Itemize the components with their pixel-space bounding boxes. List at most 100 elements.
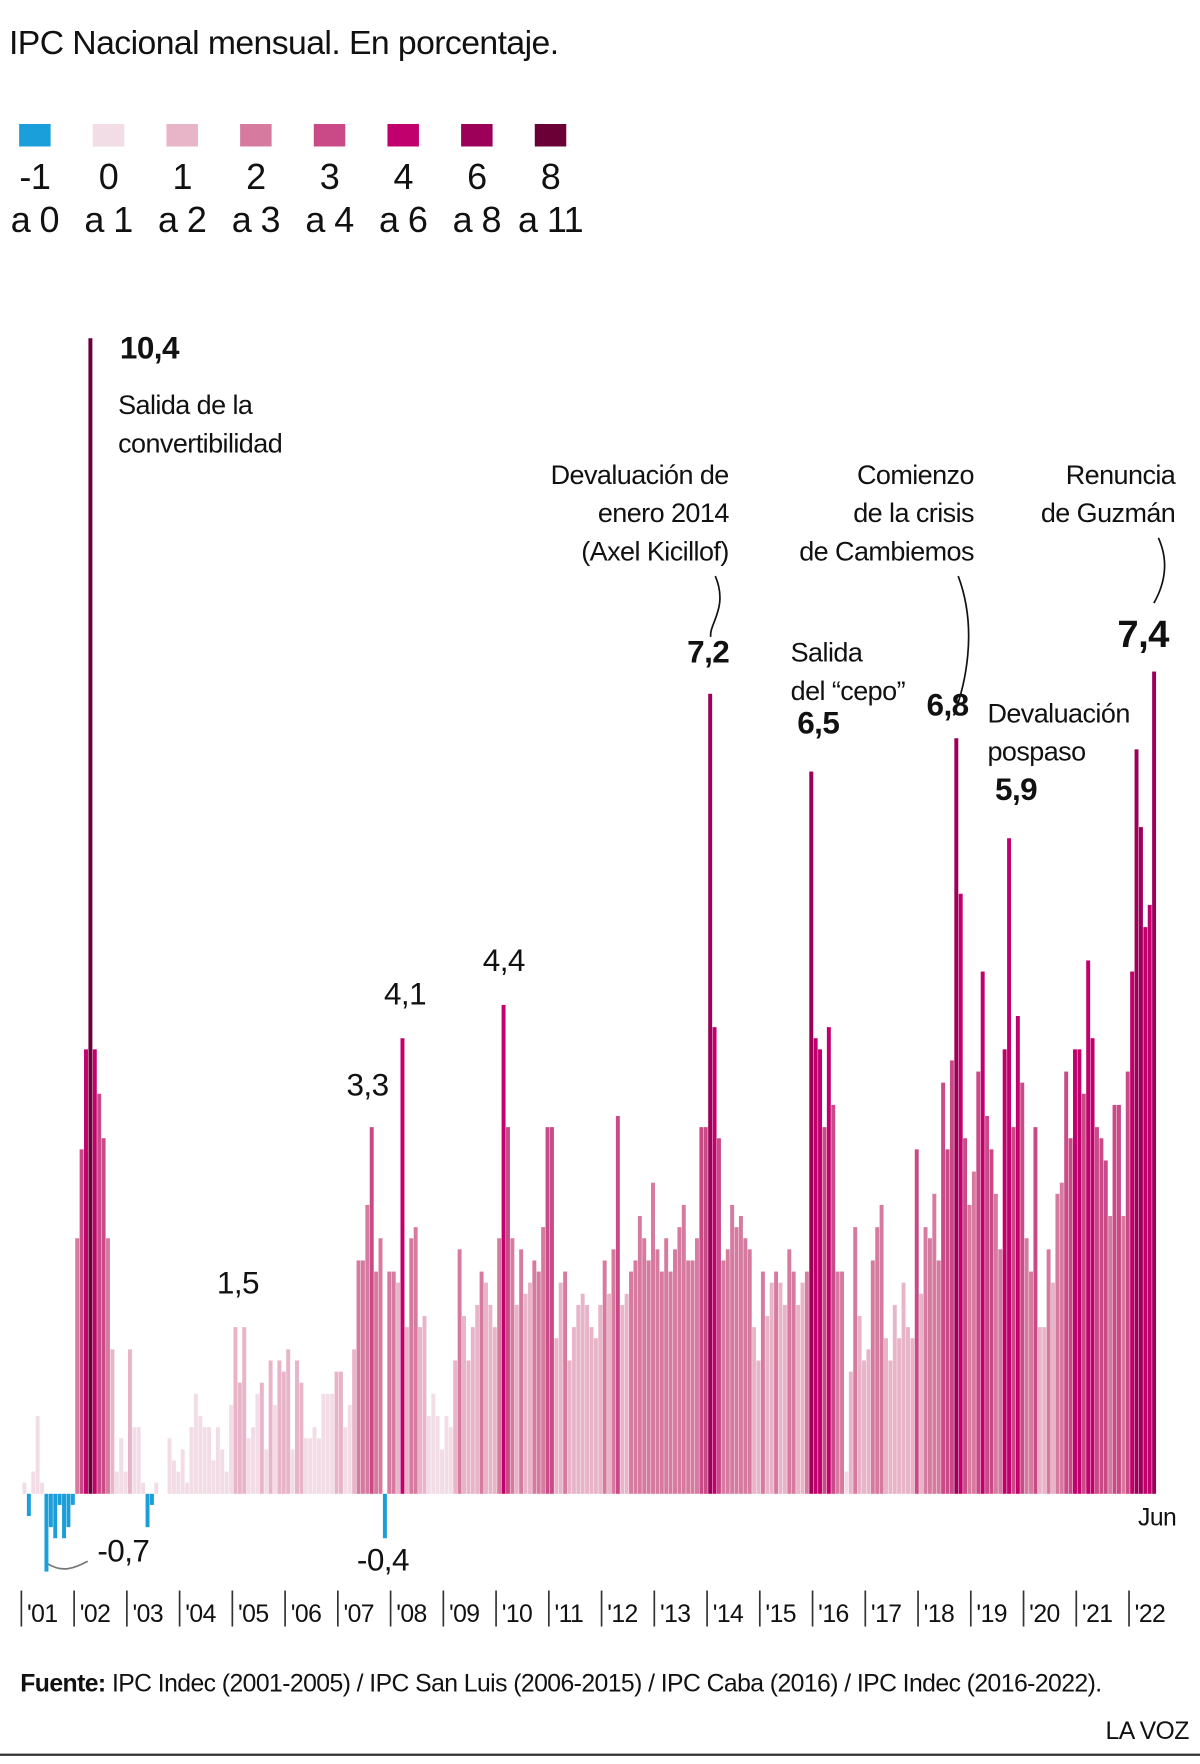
annotation: enero 2014 <box>598 498 729 528</box>
annotation: de Cambiemos <box>799 536 974 566</box>
bar <box>800 1282 805 1494</box>
bar <box>857 1316 862 1494</box>
bar <box>501 1004 506 1494</box>
annotation: de Guzmán <box>1041 498 1175 528</box>
bar <box>22 1482 27 1494</box>
bar <box>923 1227 928 1494</box>
leader <box>709 575 721 637</box>
bar <box>57 1493 62 1505</box>
value-label: -0,4 <box>357 1541 409 1577</box>
legend-from: 8 <box>541 156 560 197</box>
bar <box>1094 1127 1099 1494</box>
bar <box>1020 1082 1025 1494</box>
bar <box>598 1304 603 1494</box>
bar <box>299 1382 304 1494</box>
bar <box>1068 1138 1073 1494</box>
bar <box>189 1427 194 1494</box>
bar <box>1081 1093 1086 1494</box>
value-label: 6,5 <box>797 704 839 740</box>
legend-swatch <box>19 123 51 147</box>
bar <box>532 1260 537 1494</box>
leader <box>46 1560 89 1570</box>
annotation: Devaluación <box>987 698 1129 728</box>
bar <box>919 1293 924 1494</box>
bar <box>743 1238 748 1494</box>
bar <box>668 1271 673 1494</box>
bar <box>479 1271 484 1494</box>
bar <box>369 1127 374 1494</box>
bar <box>945 1149 950 1494</box>
bar <box>220 1449 225 1494</box>
bar <box>497 1238 502 1494</box>
bar <box>400 1038 405 1494</box>
brand: LA VOZ <box>1106 1718 1190 1745</box>
bar <box>233 1327 238 1494</box>
bar <box>695 1238 699 1494</box>
bar <box>1116 1104 1121 1494</box>
bar <box>215 1427 220 1494</box>
bar <box>1073 1049 1077 1494</box>
value-label: 10,4 <box>120 329 180 365</box>
legend-to: a 2 <box>158 199 206 240</box>
bar <box>242 1327 247 1494</box>
source-text: IPC Indec (2001-2005) / IPC San Luis (20… <box>112 1671 1102 1698</box>
bar <box>303 1438 308 1494</box>
bar <box>92 1049 97 1494</box>
bar <box>396 1282 401 1494</box>
bar <box>642 1238 647 1494</box>
bar <box>123 1471 128 1494</box>
leader <box>1153 537 1166 604</box>
bar <box>119 1438 124 1494</box>
bar <box>831 1104 836 1494</box>
bar <box>875 1227 880 1494</box>
end-label: Jun <box>1138 1504 1176 1531</box>
bar <box>330 1393 335 1494</box>
bar <box>457 1249 462 1494</box>
chart-title: IPC Nacional mensual. En porcentaje. <box>9 24 559 62</box>
bar <box>435 1416 440 1494</box>
annotation: del “cepo” <box>791 676 905 706</box>
source: Fuente: IPC Indec (2001-2005) / IPC San … <box>20 1671 1101 1698</box>
bar <box>1090 1038 1095 1494</box>
bar <box>84 1049 88 1494</box>
bar <box>1002 1049 1007 1494</box>
legend-swatch <box>166 123 198 147</box>
bar <box>343 1427 348 1494</box>
bar <box>1138 827 1143 1494</box>
bar <box>936 1260 941 1494</box>
bar <box>26 1493 31 1517</box>
bar <box>1134 749 1139 1494</box>
bar <box>927 1238 932 1494</box>
bar <box>664 1238 669 1494</box>
bar <box>88 338 93 1494</box>
bar <box>778 1282 783 1494</box>
bar <box>281 1371 286 1494</box>
value-label: -0,7 <box>97 1532 149 1568</box>
legend-to: a 8 <box>453 199 501 240</box>
legend-from: 2 <box>246 156 265 197</box>
x-tick-label: '18 <box>924 1601 955 1628</box>
annotation: Salida de la <box>118 390 253 420</box>
bar <box>985 1116 990 1494</box>
bar <box>422 1316 427 1494</box>
bar <box>110 1349 115 1494</box>
bar <box>40 1482 45 1494</box>
bar <box>510 1238 515 1494</box>
bar <box>185 1482 190 1494</box>
bar <box>1046 1249 1051 1494</box>
bar <box>690 1260 695 1494</box>
bar <box>989 1149 994 1494</box>
bar <box>448 1427 453 1494</box>
bar <box>782 1304 787 1494</box>
bar <box>848 1371 853 1494</box>
bar <box>334 1371 339 1494</box>
x-tick-label: '19 <box>976 1601 1007 1628</box>
x-tick-label: '08 <box>396 1601 427 1628</box>
bar <box>725 1249 730 1494</box>
bar <box>101 1138 106 1494</box>
bar <box>48 1493 53 1528</box>
bar <box>514 1304 519 1494</box>
bar <box>835 1271 840 1494</box>
bar <box>703 1127 708 1494</box>
bar <box>963 1138 968 1494</box>
